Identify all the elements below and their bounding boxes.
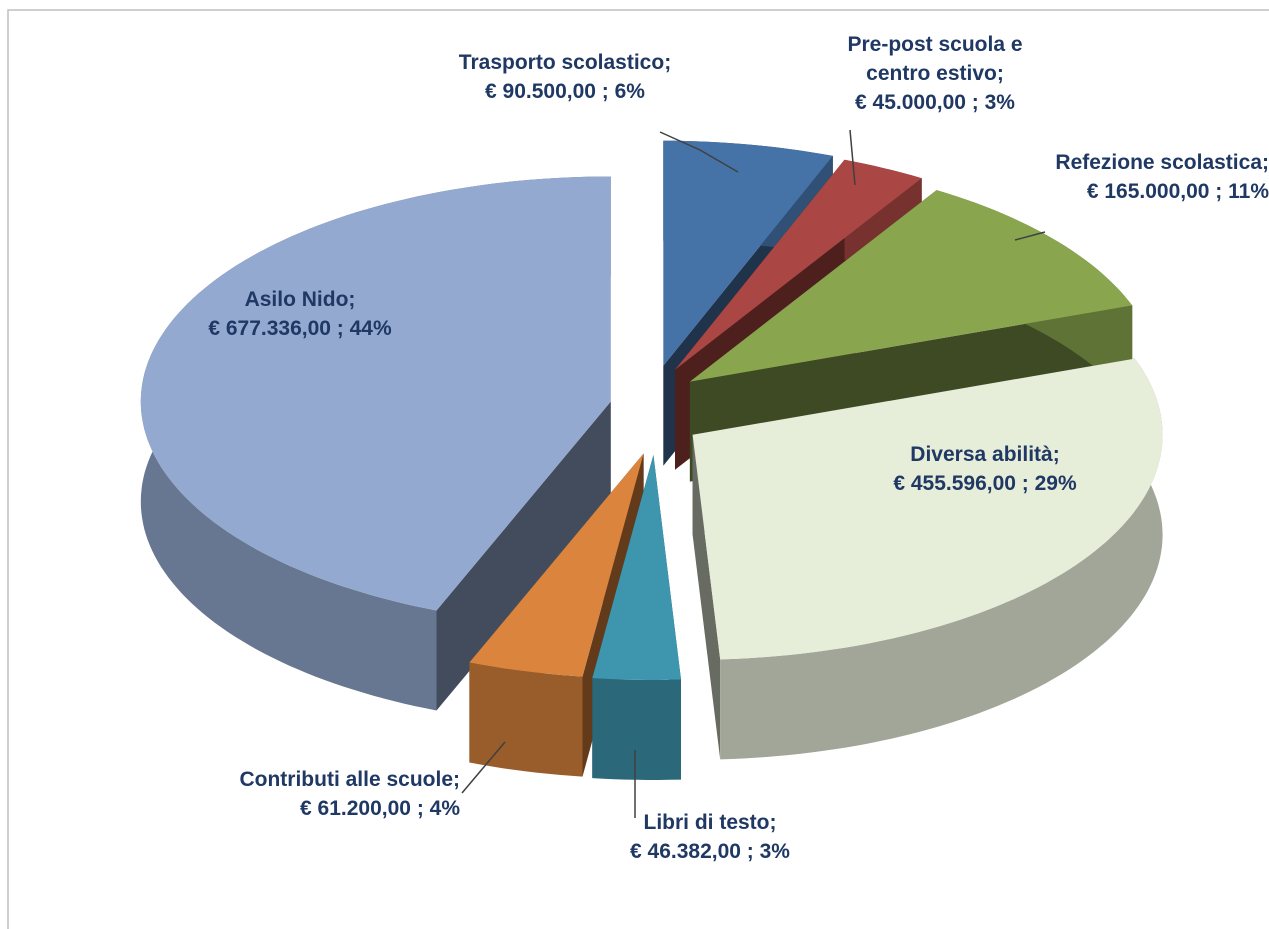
value-label: € 45.000,00 ; 3% <box>855 91 1015 114</box>
slice-wall <box>720 358 1163 760</box>
value-label: € 61.200,00 ; 4% <box>300 797 460 820</box>
category-label: Diversa abilità; <box>910 443 1060 466</box>
slice-top <box>140 176 611 611</box>
slice-side <box>436 401 611 711</box>
slice-top <box>592 455 681 680</box>
data-label: Pre-post scuola e centro estivo; € 45.000… <box>815 30 1055 117</box>
category-label: Trasporto scolastico; <box>458 51 672 74</box>
frame <box>7 9 1269 929</box>
slice-top <box>692 358 1163 660</box>
value-label: € 46.382,00 ; 3% <box>630 840 790 863</box>
leader-line <box>849 129 856 186</box>
data-label: Contributi alle scuole; € 61.200,00 ; 4% <box>220 765 460 823</box>
category-label: Libri di testo; <box>643 811 777 834</box>
leader-lines <box>461 129 1046 818</box>
value-label: € 165.000,00 ; 11% <box>1086 180 1269 203</box>
data-label: Asilo Nido; € 677.336,00 ; 44% <box>160 285 440 343</box>
slice-side <box>692 434 721 760</box>
data-label: Diversa abilità; € 455.596,00 ; 29% <box>835 440 1135 498</box>
category-label: Asilo Nido; <box>244 288 356 311</box>
value-label: € 90.500,00 ; 6% <box>485 80 645 103</box>
slice <box>592 455 681 780</box>
slice-wall <box>469 662 583 777</box>
value-label: € 677.336,00 ; 44% <box>208 317 392 340</box>
slice-wall <box>592 678 681 780</box>
category-label: Contributi alle scuole; <box>239 768 460 791</box>
category-label: Refezione scolastica; <box>1055 151 1269 174</box>
data-label: Libri di testo; € 46.382,00 ; 3% <box>590 808 830 866</box>
leader-line <box>659 131 739 173</box>
leader-line <box>1014 231 1046 241</box>
category-label: Pre-post scuola e centro estivo; <box>847 33 1023 85</box>
data-label: Trasporto scolastico; € 90.500,00 ; 6% <box>455 48 675 106</box>
slice-top <box>469 453 644 677</box>
slice <box>692 358 1163 760</box>
value-label: € 455.596,00 ; 29% <box>893 472 1077 495</box>
leader-line <box>461 741 506 794</box>
slice-top <box>663 140 833 366</box>
data-label: Refezione scolastica; € 165.000,00 ; 11% <box>969 148 1269 206</box>
slice-top <box>675 159 922 370</box>
slice <box>140 176 611 711</box>
